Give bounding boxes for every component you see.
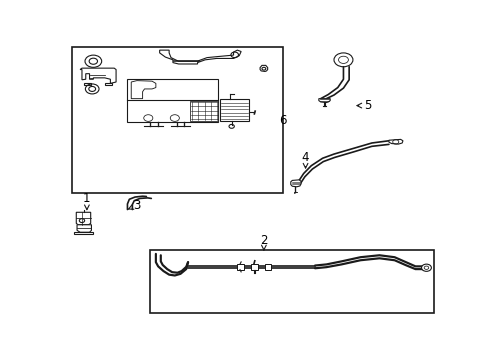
Bar <box>237 264 244 270</box>
Bar <box>72 48 282 193</box>
Text: 3: 3 <box>127 199 140 212</box>
Text: 5: 5 <box>356 99 371 112</box>
Polygon shape <box>74 232 93 234</box>
Polygon shape <box>76 212 90 225</box>
Polygon shape <box>318 99 329 103</box>
Bar <box>250 264 258 270</box>
Bar <box>127 79 218 122</box>
Polygon shape <box>131 81 156 99</box>
Bar <box>150 250 433 314</box>
Bar <box>220 99 248 121</box>
Text: 1: 1 <box>83 192 90 210</box>
Polygon shape <box>159 50 241 64</box>
Circle shape <box>421 264 430 271</box>
Polygon shape <box>84 82 91 85</box>
Polygon shape <box>77 225 91 232</box>
Polygon shape <box>80 68 116 84</box>
Text: 4: 4 <box>301 151 309 168</box>
Text: 2: 2 <box>260 234 267 250</box>
Circle shape <box>333 53 352 67</box>
Bar <box>264 264 271 270</box>
Polygon shape <box>104 82 112 85</box>
Polygon shape <box>388 139 402 144</box>
Text: 6: 6 <box>279 114 286 127</box>
Bar <box>189 102 218 121</box>
Polygon shape <box>260 66 267 72</box>
Polygon shape <box>290 180 301 187</box>
